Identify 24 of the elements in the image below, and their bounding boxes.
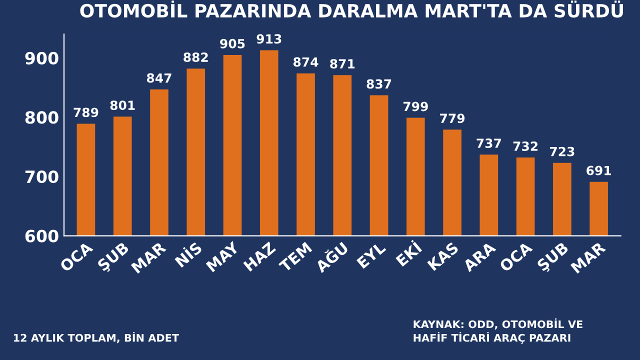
data-label: 723: [550, 146, 574, 156]
data-label: 874: [293, 57, 318, 67]
data-label: 799: [403, 102, 428, 112]
data-label: 905: [220, 38, 245, 48]
data-label: 779: [440, 114, 465, 124]
data-label: 737: [476, 138, 501, 148]
data-label: 871: [330, 59, 355, 69]
data-label: 801: [110, 100, 135, 110]
data-label: 837: [366, 79, 392, 89]
x-tick-label: EYL: [356, 241, 386, 269]
y-tick-label: 600: [25, 230, 58, 242]
text: 12 AYLIK TOPLAM, BİN ADET: [14, 332, 180, 344]
text: KAYNAK: ODD, OTOMOBİL VE HAFİF TİCARİ ARAÇ PAZARI: [414, 318, 582, 344]
y-tick-label: 700: [25, 170, 58, 184]
chart-title: OTOMOBİL PAZARINDA DARALMA MART'TA DA SÜRDÜ: [80, 0, 623, 18]
data-label: 882: [184, 52, 208, 62]
data-label: 847: [146, 73, 172, 83]
data-label: 913: [256, 34, 282, 44]
x-tick-label: NİS: [172, 239, 203, 268]
y-tick-label: 800: [25, 111, 58, 124]
data-label: 691: [586, 166, 612, 176]
data-label: 789: [74, 108, 98, 118]
y-tick-label: 900: [25, 52, 58, 64]
data-label: 732: [513, 141, 538, 151]
